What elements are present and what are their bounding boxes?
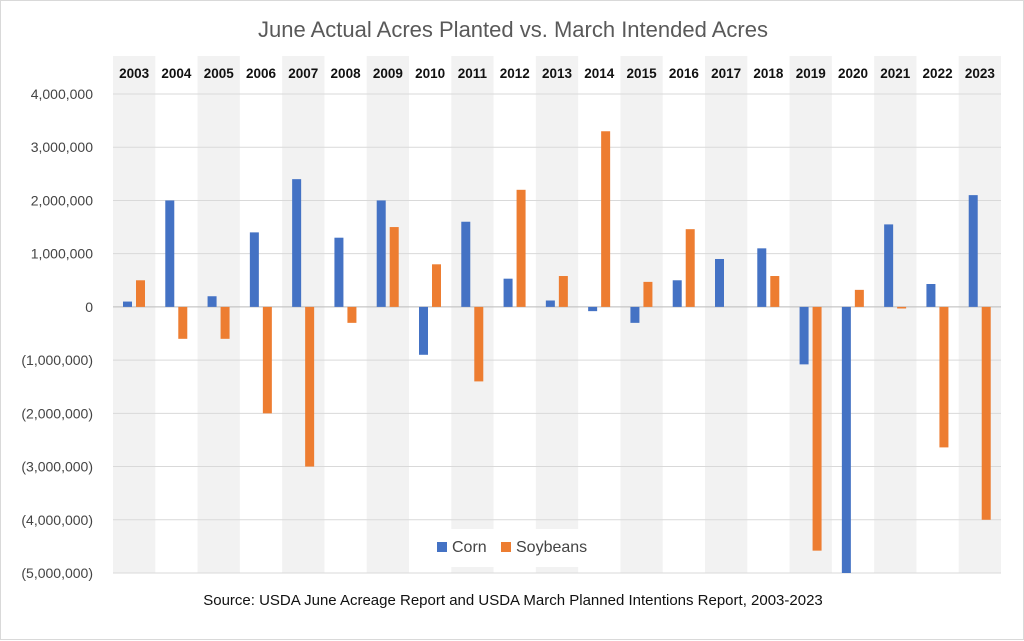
bar-soybeans-2021: [897, 306, 907, 309]
y-tick-label: (4,000,000): [21, 512, 93, 528]
x-tick-label: 2008: [331, 66, 362, 81]
bar-soybeans-2022: [939, 306, 949, 448]
bar-soybeans-2009: [389, 227, 399, 307]
y-tick-label: 2,000,000: [31, 192, 93, 208]
x-tick-label: 2016: [669, 66, 700, 81]
bar-corn-2011: [461, 221, 471, 307]
bar-corn-2014: [588, 306, 598, 312]
x-tick-label: 2007: [288, 66, 318, 81]
category-band: [197, 56, 240, 573]
y-tick-label: (2,000,000): [21, 405, 93, 421]
category-band: [620, 56, 663, 573]
x-tick-label: 2017: [711, 66, 741, 81]
category-band: [113, 56, 156, 573]
bar-soybeans-2015: [643, 281, 653, 307]
x-tick-label: 2023: [965, 66, 996, 81]
bar-soybeans-2004: [178, 306, 188, 339]
x-tick-label: 2014: [584, 66, 615, 81]
bar-soybeans-2012: [516, 189, 526, 307]
bar-corn-2019: [799, 306, 809, 365]
bar-soybeans-2005: [220, 306, 230, 339]
bar-soybeans-2003: [136, 280, 145, 307]
bar-corn-2023: [968, 195, 978, 307]
legend-swatch-soybeans: [501, 542, 511, 552]
x-tick-label: 2022: [923, 66, 953, 81]
bar-corn-2003: [123, 301, 132, 307]
x-tick-label: 2020: [838, 66, 868, 81]
bar-corn-2020: [841, 306, 851, 573]
bar-corn-2006: [249, 232, 259, 307]
legend-label-corn: Corn: [452, 539, 487, 556]
x-tick-label: 2006: [246, 66, 277, 81]
bar-corn-2004: [165, 200, 175, 307]
y-tick-label: 1,000,000: [31, 246, 93, 262]
legend-label-soybeans: Soybeans: [516, 539, 587, 556]
x-tick-label: 2005: [204, 66, 235, 81]
bar-soybeans-2023: [981, 306, 991, 520]
y-tick-label: (1,000,000): [21, 352, 93, 368]
bar-corn-2007: [292, 179, 302, 307]
category-band: [535, 56, 579, 573]
y-tick-label: (5,000,000): [21, 565, 93, 581]
chart-title: June Actual Acres Planted vs. March Inte…: [258, 17, 768, 42]
x-tick-label: 2003: [119, 66, 150, 81]
bar-corn-2013: [545, 300, 555, 307]
bar-soybeans-2018: [770, 276, 780, 307]
bar-soybeans-2010: [432, 264, 441, 307]
bar-soybeans-2013: [558, 276, 568, 307]
x-tick-label: 2004: [161, 66, 192, 81]
x-tick-label: 2015: [627, 66, 658, 81]
category-band: [789, 56, 832, 573]
bar-corn-2008: [334, 237, 344, 307]
bar-corn-2010: [419, 306, 428, 355]
bar-corn-2016: [672, 280, 682, 307]
chart-source-note: Source: USDA June Acreage Report and USD…: [203, 592, 823, 609]
x-tick-label: 2010: [415, 66, 445, 81]
bar-soybeans-2014: [601, 131, 611, 307]
category-band: [366, 56, 409, 573]
bar-corn-2015: [630, 306, 640, 323]
bar-corn-2009: [376, 200, 386, 307]
category-band: [451, 56, 494, 573]
y-tick-label: 4,000,000: [31, 86, 93, 102]
bar-soybeans-2020: [854, 289, 864, 307]
category-band: [705, 56, 748, 573]
category-band: [958, 56, 1001, 573]
x-tick-label: 2011: [458, 66, 488, 81]
x-tick-label: 2021: [880, 66, 911, 81]
bar-corn-2012: [503, 278, 513, 307]
bar-corn-2018: [757, 248, 767, 307]
bar-soybeans-2006: [262, 306, 272, 414]
legend-swatch-corn: [437, 542, 447, 552]
bar-soybeans-2011: [474, 306, 484, 382]
y-tick-label: (3,000,000): [21, 459, 93, 475]
category-band: [282, 56, 325, 573]
x-tick-label: 2009: [373, 66, 403, 81]
category-band: [874, 56, 917, 573]
y-tick-label: 0: [85, 299, 93, 315]
bar-soybeans-2016: [685, 229, 695, 307]
bar-corn-2005: [207, 296, 217, 307]
bar-corn-2022: [926, 284, 936, 307]
x-tick-label: 2012: [500, 66, 530, 81]
bar-soybeans-2019: [812, 306, 822, 551]
bar-soybeans-2008: [347, 306, 357, 323]
x-tick-label: 2018: [753, 66, 784, 81]
x-tick-label: 2019: [796, 66, 826, 81]
y-tick-label: 3,000,000: [31, 139, 93, 155]
bar-corn-2021: [884, 224, 894, 307]
x-tick-label: 2013: [542, 66, 573, 81]
bar-soybeans-2007: [305, 306, 315, 467]
bar-corn-2017: [715, 258, 724, 307]
